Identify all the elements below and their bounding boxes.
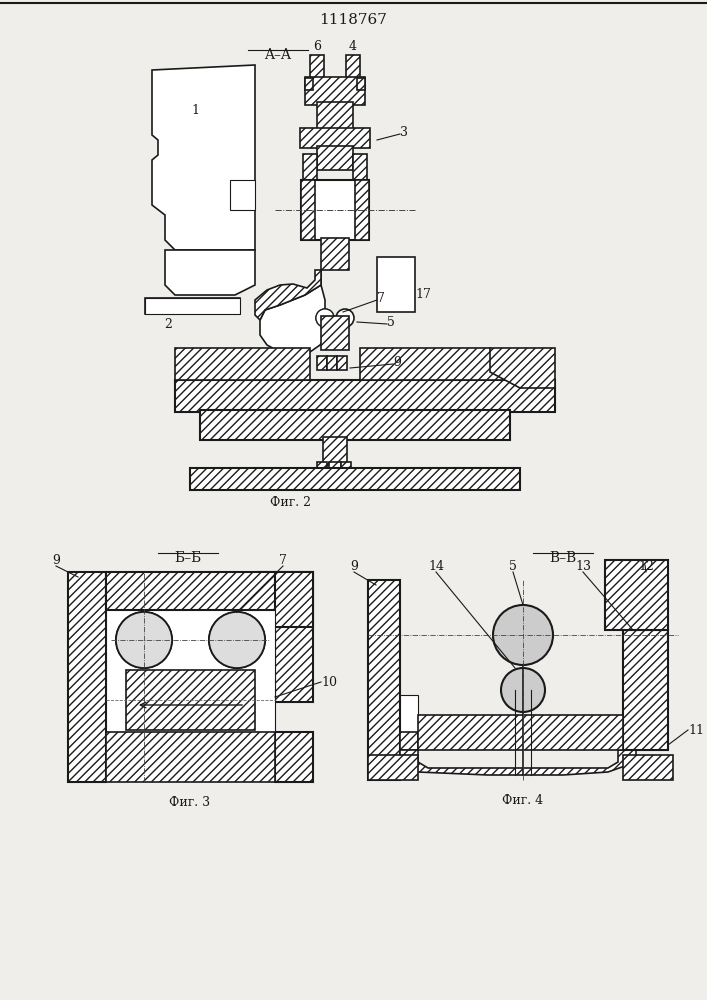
Bar [329, 462, 341, 472]
Bar [317, 462, 327, 472]
Bar [106, 732, 275, 782]
Bar [126, 670, 255, 730]
Circle shape [316, 309, 334, 327]
Bar [106, 572, 275, 610]
Circle shape [501, 668, 545, 712]
Polygon shape [360, 348, 520, 380]
Bar [300, 128, 370, 148]
Circle shape [209, 612, 265, 668]
Circle shape [493, 605, 553, 665]
Bar [368, 755, 418, 780]
Bar [230, 180, 255, 210]
Bar [301, 180, 315, 240]
Text: 1118767: 1118767 [319, 13, 387, 27]
Text: 9: 9 [393, 356, 401, 368]
Polygon shape [175, 348, 310, 380]
Polygon shape [490, 348, 555, 388]
Bar [175, 380, 555, 412]
Text: 4: 4 [349, 39, 357, 52]
Bar [68, 572, 106, 782]
Text: 11: 11 [688, 724, 704, 736]
Bar [321, 316, 349, 350]
Text: 3: 3 [400, 125, 408, 138]
Bar [317, 146, 353, 170]
Bar [623, 755, 673, 780]
Text: 12: 12 [638, 560, 654, 572]
Bar [190, 468, 520, 490]
Text: 7: 7 [377, 292, 385, 304]
Bar [303, 154, 317, 182]
Text: 17: 17 [415, 288, 431, 302]
Text: 6: 6 [313, 39, 321, 52]
Bar [310, 55, 324, 80]
Text: Фиг. 4: Фиг. 4 [503, 794, 544, 806]
Text: Фиг. 3: Фиг. 3 [170, 796, 211, 808]
Bar [341, 462, 351, 472]
Bar [357, 78, 365, 90]
Bar [145, 298, 240, 314]
Text: 7: 7 [279, 554, 287, 566]
Bar [145, 298, 240, 314]
Bar [337, 356, 347, 370]
Bar [106, 610, 275, 732]
Bar [317, 102, 353, 130]
Bar [275, 732, 313, 782]
Bar [377, 257, 415, 312]
Polygon shape [152, 65, 255, 250]
Text: В–В: В–В [549, 551, 577, 565]
Text: 9: 9 [52, 554, 60, 566]
Text: 5: 5 [387, 316, 395, 328]
Circle shape [209, 612, 265, 668]
Text: A–A: A–A [264, 48, 291, 62]
Bar [301, 180, 369, 240]
Text: Б–Б: Б–Б [175, 551, 201, 565]
Polygon shape [260, 270, 325, 354]
Polygon shape [165, 250, 255, 295]
Bar [368, 580, 400, 780]
Polygon shape [255, 270, 321, 320]
Bar [275, 572, 313, 702]
Polygon shape [400, 750, 636, 775]
Bar [258, 572, 313, 627]
Text: 10: 10 [321, 676, 337, 688]
Bar [321, 238, 349, 270]
Bar [200, 410, 510, 440]
Bar [623, 630, 668, 750]
Text: Фиг. 2: Фиг. 2 [269, 495, 310, 508]
Bar [400, 732, 418, 750]
Text: 9: 9 [350, 560, 358, 572]
Bar [317, 356, 327, 370]
Circle shape [116, 612, 172, 668]
Text: 14: 14 [428, 560, 444, 572]
Circle shape [116, 612, 172, 668]
Bar [346, 55, 360, 80]
Text: 2: 2 [164, 318, 172, 330]
Bar [323, 437, 347, 465]
Bar [605, 560, 668, 630]
Text: 1: 1 [191, 104, 199, 116]
Bar [353, 154, 367, 182]
Bar [355, 180, 369, 240]
Bar [305, 77, 365, 105]
Circle shape [316, 309, 334, 327]
Bar [418, 715, 623, 750]
Bar [327, 356, 337, 370]
Bar [400, 695, 418, 750]
Text: 5: 5 [509, 560, 517, 572]
Bar [305, 78, 313, 90]
Text: 13: 13 [575, 560, 591, 572]
Circle shape [336, 309, 354, 327]
